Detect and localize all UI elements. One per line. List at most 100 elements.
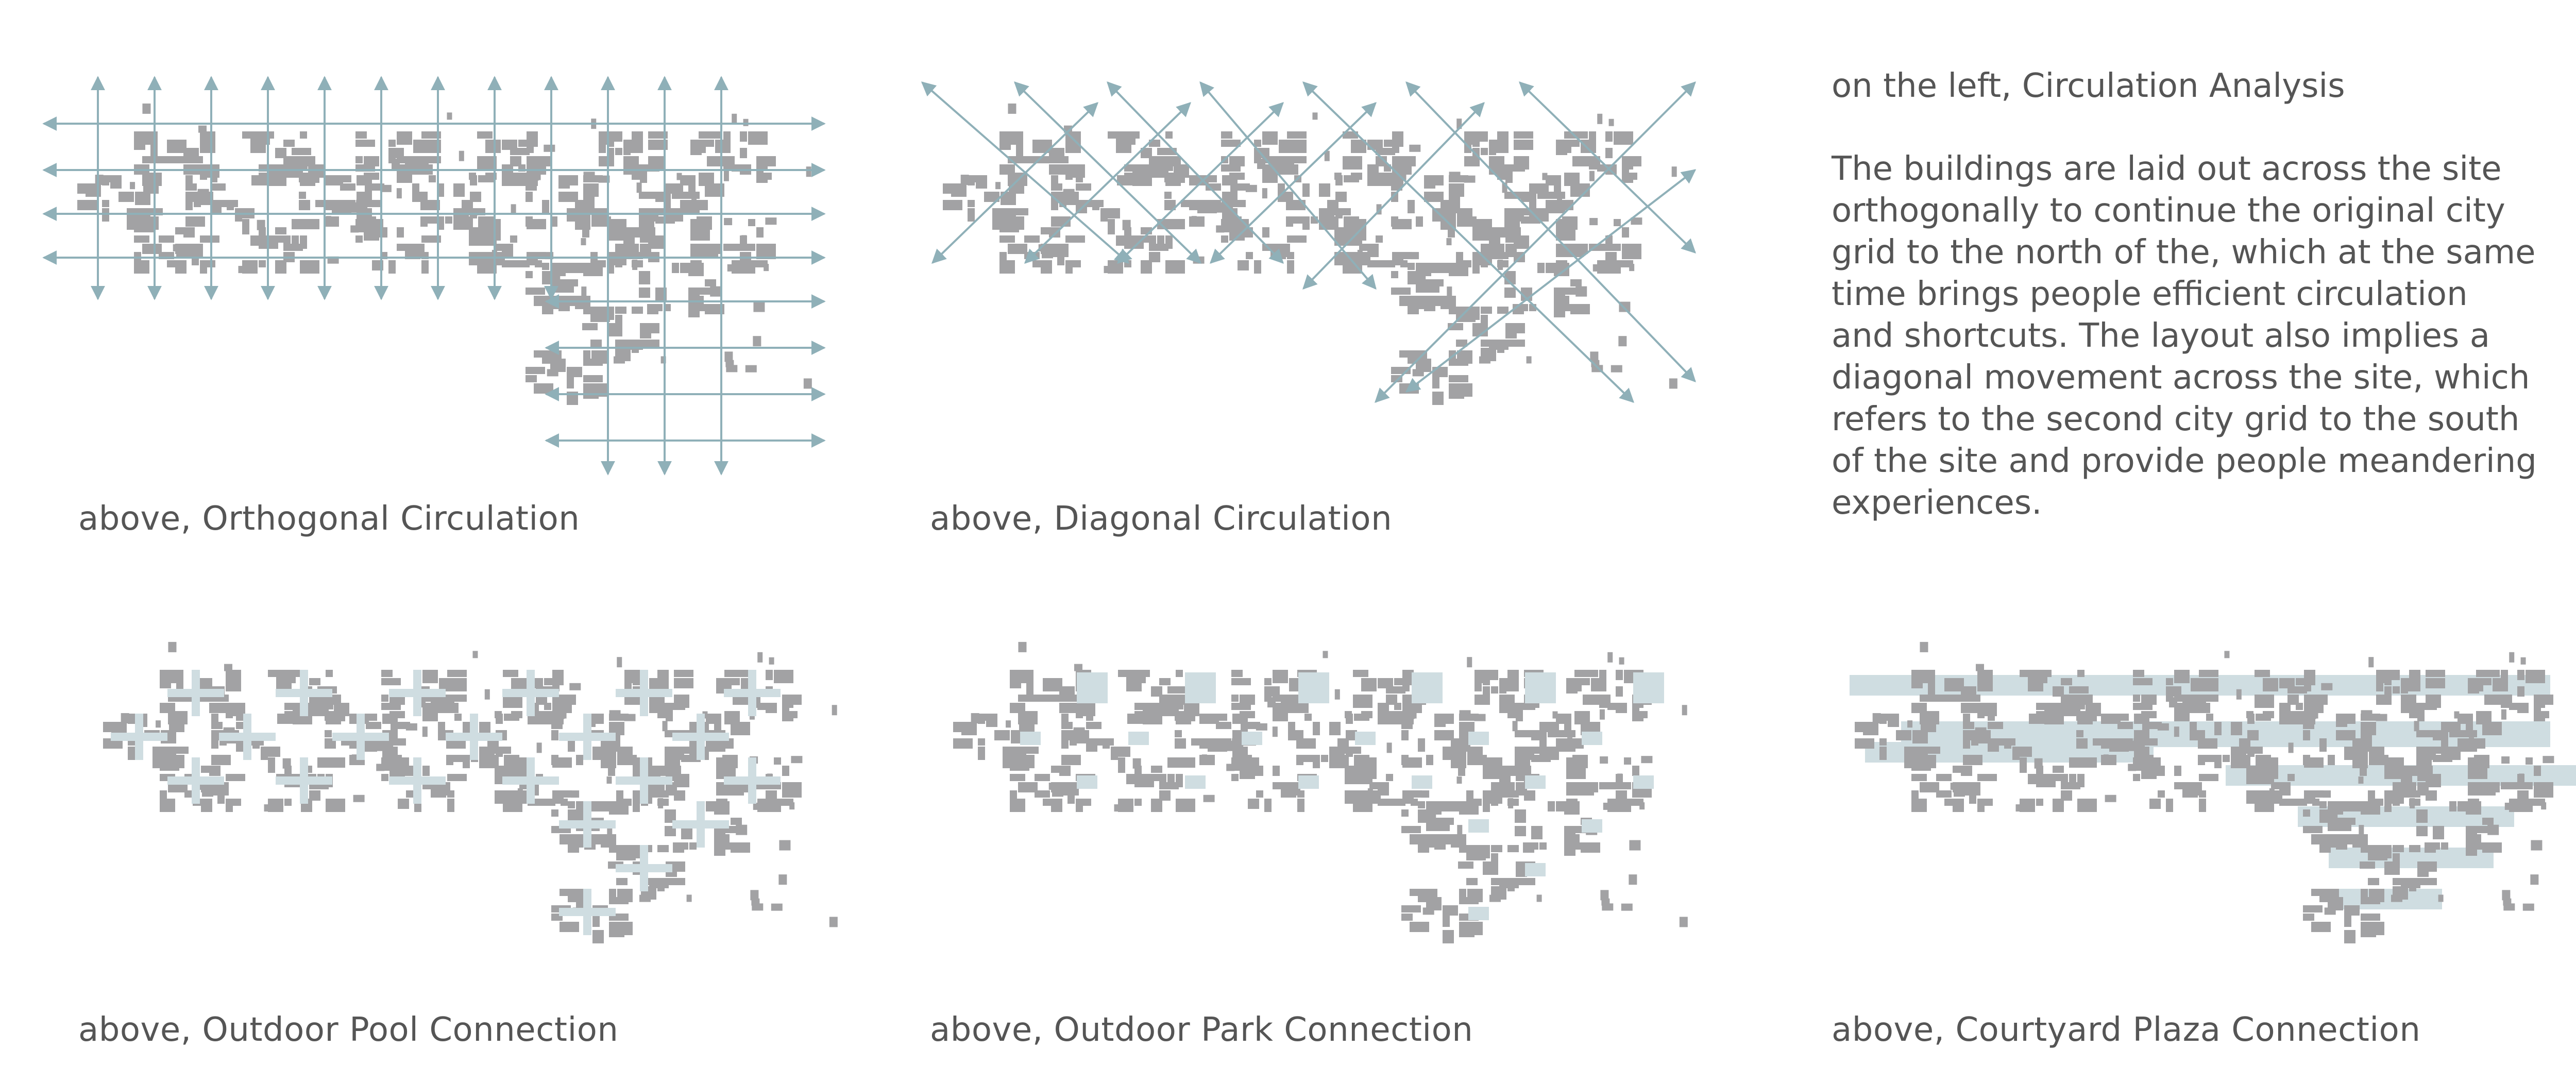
- building-block: [1286, 216, 1293, 227]
- building-block: [769, 657, 774, 665]
- building-block: [160, 678, 171, 688]
- building-block: [1086, 738, 1097, 752]
- building-block: [1481, 307, 1492, 314]
- building-block: [355, 156, 363, 163]
- building-block: [1008, 103, 1016, 114]
- building-block: [2466, 842, 2473, 850]
- building-block: [2517, 790, 2529, 801]
- building-block: [673, 842, 684, 853]
- building-block: [994, 730, 1010, 740]
- pool-connection: [640, 670, 648, 716]
- building-block: [1451, 755, 1458, 765]
- building-block: [2369, 755, 2388, 765]
- building-block: [1539, 747, 1555, 757]
- building-block: [674, 670, 693, 677]
- pool-connection: [640, 757, 648, 804]
- building-block: [1483, 670, 1498, 680]
- building-block: [1264, 799, 1272, 812]
- diagonal-circulation-diagram: [912, 72, 1705, 428]
- building-block: [1449, 375, 1468, 382]
- building-block: [1515, 762, 1523, 770]
- building-block: [1434, 834, 1446, 844]
- building-block: [2255, 670, 2270, 677]
- building-block: [1221, 131, 1232, 139]
- building-block: [2534, 711, 2549, 718]
- building-block: [1391, 288, 1411, 295]
- building-block: [469, 227, 488, 238]
- building-block: [1394, 678, 1410, 685]
- building-block: [2417, 878, 2437, 885]
- building-block: [2393, 853, 2400, 864]
- building-block: [134, 260, 149, 274]
- building-block: [392, 159, 400, 170]
- building-block: [1632, 790, 1652, 798]
- building-block: [1514, 131, 1533, 139]
- building-block: [484, 689, 490, 700]
- building-block: [699, 244, 718, 257]
- building-block: [2287, 711, 2303, 724]
- building-block: [1516, 711, 1523, 721]
- building-block: [2352, 747, 2368, 757]
- building-block: [2433, 730, 2448, 740]
- building-block: [2077, 670, 2084, 677]
- building-block: [2534, 766, 2541, 776]
- building-block: [615, 148, 622, 155]
- building-block: [551, 809, 558, 817]
- building-block: [1608, 119, 1614, 126]
- building-block: [2199, 799, 2206, 812]
- building-block: [714, 834, 730, 844]
- building-block: [1499, 695, 1515, 708]
- building-block: [2133, 678, 2153, 685]
- building-block: [1581, 140, 1596, 153]
- building-block: [1961, 703, 1980, 713]
- building-block: [1556, 730, 1575, 737]
- building-block: [1009, 220, 1014, 231]
- building-block: [1896, 730, 1911, 740]
- building-block: [2401, 695, 2416, 708]
- building-block: [526, 288, 545, 295]
- analysis-line: of the site and provide people meanderin…: [1832, 442, 2537, 480]
- building-block: [1346, 714, 1353, 724]
- building-block: [2214, 755, 2222, 768]
- building-block: [1624, 757, 1631, 765]
- building-block: [142, 103, 151, 114]
- building-block: [789, 802, 795, 810]
- building-block: [510, 235, 517, 243]
- building-block: [1514, 323, 1525, 333]
- building-block: [300, 156, 315, 163]
- building-block: [558, 175, 578, 185]
- building-block: [2501, 756, 2510, 764]
- building-block: [1536, 894, 1542, 902]
- building-block: [1669, 378, 1677, 389]
- building-block: [257, 219, 265, 230]
- building-block: [2117, 722, 2133, 729]
- building-block: [662, 721, 668, 732]
- building-block: [2482, 842, 2494, 853]
- building-block: [571, 790, 580, 798]
- pool-connection: [583, 801, 591, 848]
- building-block: [1639, 802, 1645, 810]
- building-block: [1575, 286, 1587, 297]
- building-block: [2360, 766, 2367, 776]
- building-block: [999, 140, 1011, 150]
- building-block: [2441, 842, 2448, 850]
- building-block: [1010, 799, 1025, 812]
- building-block: [2061, 782, 2080, 789]
- building-block: [479, 722, 490, 735]
- building-block: [447, 678, 467, 691]
- building-block: [1065, 235, 1081, 243]
- building-block: [2101, 755, 2116, 765]
- building-block: [438, 722, 445, 735]
- park-connection: [1298, 775, 1319, 789]
- building-block: [503, 670, 518, 677]
- park-connection: [1468, 819, 1489, 833]
- building-block: [617, 657, 622, 668]
- building-block: [200, 131, 215, 142]
- building-block: [1466, 878, 1478, 885]
- building-block: [1061, 714, 1069, 724]
- building-block: [1176, 670, 1183, 677]
- building-block: [364, 156, 375, 166]
- building-block: [968, 175, 979, 182]
- building-block: [377, 740, 388, 751]
- building-block: [2279, 782, 2291, 796]
